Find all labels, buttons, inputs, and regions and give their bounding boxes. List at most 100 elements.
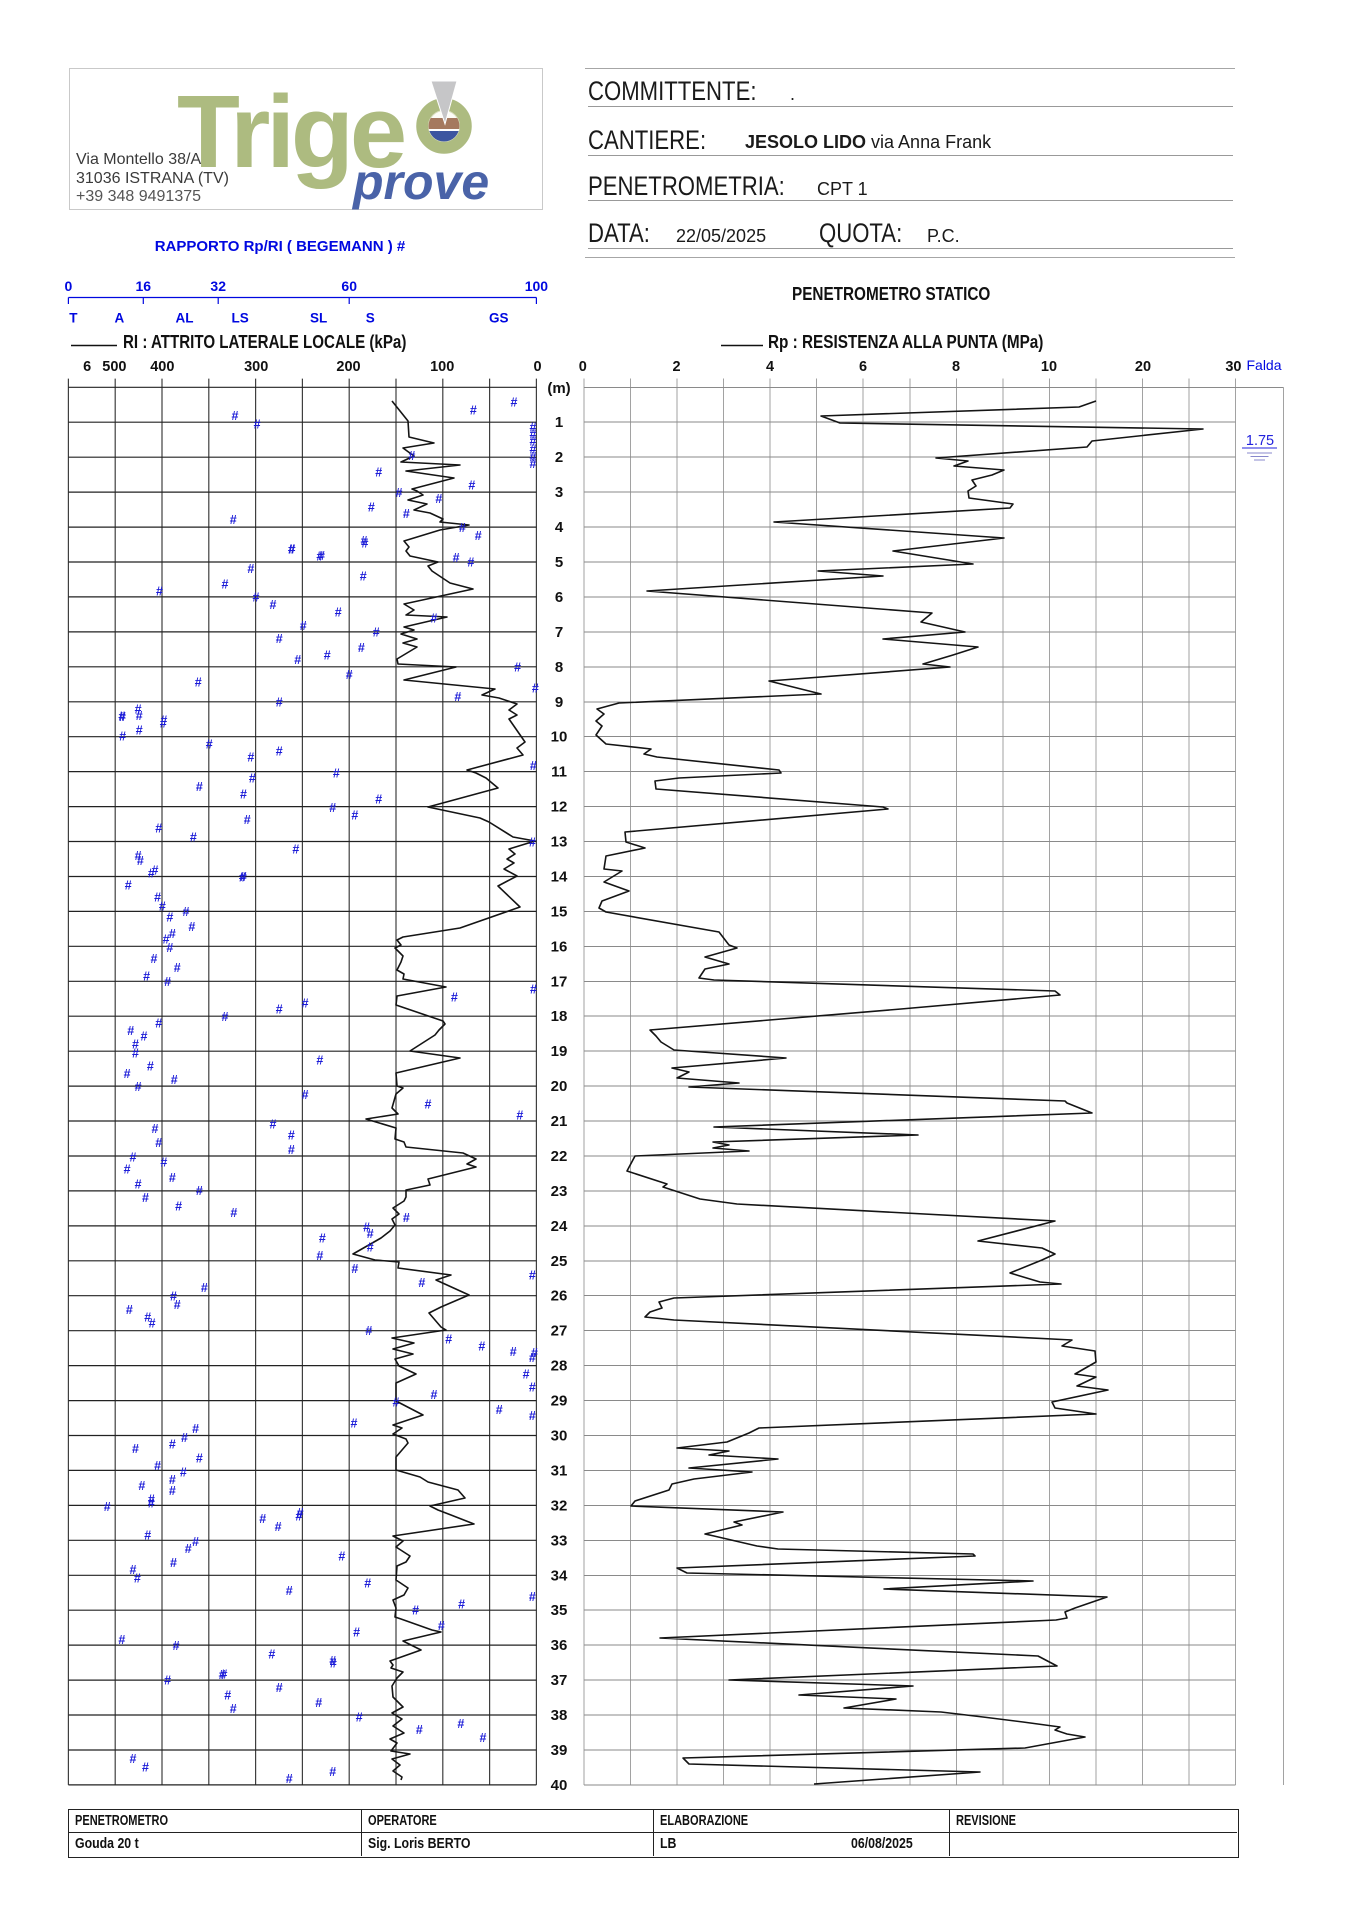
svg-text:#: # xyxy=(529,1381,536,1395)
svg-text:#: # xyxy=(529,1590,536,1604)
svg-text:#: # xyxy=(351,1262,358,1276)
svg-text:10: 10 xyxy=(551,729,568,746)
svg-text:#: # xyxy=(523,1367,530,1381)
svg-text:#: # xyxy=(244,813,251,827)
svg-text:#: # xyxy=(316,1249,323,1263)
svg-text:#: # xyxy=(164,975,171,989)
svg-text:#: # xyxy=(148,1493,155,1507)
svg-text:#: # xyxy=(431,612,438,626)
svg-text:#: # xyxy=(160,1155,167,1169)
svg-text:19: 19 xyxy=(551,1043,568,1060)
svg-text:#: # xyxy=(136,709,143,723)
svg-text:10: 10 xyxy=(1041,359,1057,375)
svg-text:#: # xyxy=(152,864,159,878)
svg-text:40: 40 xyxy=(551,1777,568,1794)
svg-text:7: 7 xyxy=(555,624,563,641)
svg-text:#: # xyxy=(288,1143,295,1157)
svg-text:#: # xyxy=(206,738,213,752)
svg-text:#: # xyxy=(132,1442,139,1456)
svg-text:#: # xyxy=(154,1459,161,1473)
svg-text:#: # xyxy=(169,1473,176,1487)
svg-text:#: # xyxy=(148,1496,155,1510)
svg-text:20: 20 xyxy=(1135,359,1151,375)
svg-text:15: 15 xyxy=(551,903,568,920)
svg-text:#: # xyxy=(431,1388,438,1402)
svg-text:#: # xyxy=(169,1484,176,1498)
svg-text:#: # xyxy=(270,1117,277,1131)
svg-text:#: # xyxy=(375,792,382,806)
svg-text:25: 25 xyxy=(551,1253,568,1270)
svg-text:#: # xyxy=(270,598,277,612)
svg-text:#: # xyxy=(302,1088,309,1102)
svg-text:1.75: 1.75 xyxy=(1246,433,1274,449)
svg-text:6: 6 xyxy=(555,589,563,606)
svg-text:#: # xyxy=(316,1053,323,1067)
svg-text:#: # xyxy=(230,1702,237,1716)
svg-text:#: # xyxy=(126,1303,133,1317)
svg-text:S: S xyxy=(366,311,375,326)
svg-text:300: 300 xyxy=(244,359,268,375)
svg-text:21: 21 xyxy=(551,1113,568,1130)
svg-text:#: # xyxy=(119,710,126,724)
svg-text:#: # xyxy=(135,702,142,716)
svg-text:#: # xyxy=(230,1206,237,1220)
svg-text:#: # xyxy=(192,1422,199,1436)
svg-text:Falda: Falda xyxy=(1246,357,1281,373)
svg-text:#: # xyxy=(138,1479,145,1493)
svg-text:#: # xyxy=(286,1584,293,1598)
svg-text:39: 39 xyxy=(551,1742,568,1759)
svg-text:#: # xyxy=(154,890,161,904)
svg-text:#: # xyxy=(363,1221,370,1235)
svg-text:#: # xyxy=(137,854,144,868)
svg-text:26: 26 xyxy=(551,1288,568,1305)
svg-text:#: # xyxy=(222,1010,229,1024)
svg-text:30: 30 xyxy=(1225,359,1241,375)
svg-text:11: 11 xyxy=(551,764,567,781)
svg-text:#: # xyxy=(530,983,537,997)
svg-text:#: # xyxy=(530,457,537,471)
svg-text:#: # xyxy=(453,551,460,565)
svg-text:32: 32 xyxy=(210,278,226,294)
svg-text:#: # xyxy=(329,1765,336,1779)
svg-text:A: A xyxy=(115,311,125,326)
svg-text:#: # xyxy=(268,1648,275,1662)
svg-text:#: # xyxy=(529,1351,536,1365)
svg-text:#: # xyxy=(125,879,132,893)
svg-text:#: # xyxy=(318,549,325,563)
svg-text:2: 2 xyxy=(673,359,681,375)
svg-text:60: 60 xyxy=(341,278,357,294)
svg-text:#: # xyxy=(438,1619,445,1633)
svg-text:#: # xyxy=(276,744,283,758)
svg-text:6: 6 xyxy=(859,359,867,375)
svg-text:17: 17 xyxy=(551,973,568,990)
svg-text:4: 4 xyxy=(766,359,774,375)
svg-text:#: # xyxy=(144,1529,151,1543)
svg-text:28: 28 xyxy=(551,1358,568,1375)
svg-text:#: # xyxy=(155,822,162,836)
svg-text:#: # xyxy=(240,870,247,884)
svg-text:#: # xyxy=(457,1717,464,1731)
svg-text:#: # xyxy=(136,724,143,738)
svg-text:#: # xyxy=(164,1673,171,1687)
svg-text:#: # xyxy=(351,1416,358,1430)
svg-text:#: # xyxy=(530,450,537,464)
svg-text:1: 1 xyxy=(555,414,563,431)
svg-text:#: # xyxy=(511,396,518,410)
svg-text:#: # xyxy=(149,1317,156,1331)
svg-text:24: 24 xyxy=(551,1218,568,1235)
svg-text:16: 16 xyxy=(551,938,568,955)
svg-text:#: # xyxy=(118,1633,125,1647)
svg-text:8: 8 xyxy=(952,359,960,375)
svg-text:#: # xyxy=(333,767,340,781)
svg-text:#: # xyxy=(514,661,521,675)
svg-text:#: # xyxy=(276,696,283,710)
svg-text:#: # xyxy=(127,1024,134,1038)
svg-text:#: # xyxy=(188,920,195,934)
svg-text:#: # xyxy=(132,1047,139,1061)
svg-text:9: 9 xyxy=(555,694,563,711)
svg-text:#: # xyxy=(135,1080,142,1094)
svg-text:T: T xyxy=(69,311,78,326)
svg-text:0: 0 xyxy=(65,278,73,294)
svg-text:23: 23 xyxy=(551,1183,568,1200)
svg-text:36: 36 xyxy=(551,1637,568,1654)
